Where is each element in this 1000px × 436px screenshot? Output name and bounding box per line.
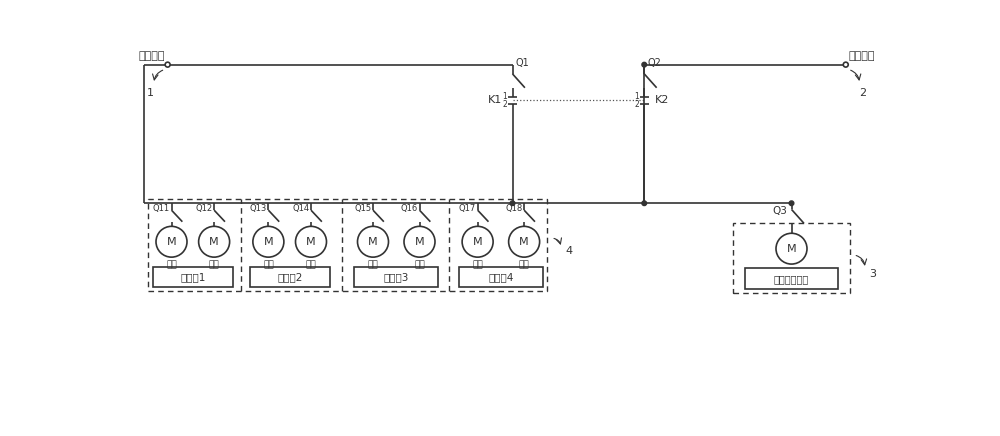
Text: M: M xyxy=(264,237,273,247)
Text: 风扇: 风扇 xyxy=(519,260,530,269)
Circle shape xyxy=(156,226,187,257)
Text: M: M xyxy=(519,237,529,247)
Circle shape xyxy=(165,62,170,67)
Text: Q14: Q14 xyxy=(292,204,309,213)
Text: 1: 1 xyxy=(634,92,639,101)
Circle shape xyxy=(462,226,493,257)
Circle shape xyxy=(510,201,515,205)
Text: M: M xyxy=(306,237,316,247)
Text: Q16: Q16 xyxy=(401,204,418,213)
FancyBboxPatch shape xyxy=(459,267,543,287)
Text: 1: 1 xyxy=(502,92,507,101)
FancyBboxPatch shape xyxy=(250,267,330,287)
Text: K1: K1 xyxy=(487,95,502,106)
Circle shape xyxy=(642,62,647,67)
Text: 交流电源: 交流电源 xyxy=(848,51,875,61)
Text: Q2: Q2 xyxy=(647,58,661,68)
Circle shape xyxy=(642,201,647,205)
Text: 油泵: 油泵 xyxy=(166,260,177,269)
Text: M: M xyxy=(473,237,482,247)
Circle shape xyxy=(358,226,388,257)
Text: 分接开关电机: 分接开关电机 xyxy=(774,274,809,284)
Text: Q17: Q17 xyxy=(459,204,476,213)
Text: M: M xyxy=(209,237,219,247)
Text: M: M xyxy=(787,244,796,254)
Text: 2: 2 xyxy=(502,100,507,109)
Circle shape xyxy=(776,233,807,264)
Text: 风扇: 风扇 xyxy=(414,260,425,269)
Text: 4: 4 xyxy=(565,246,572,256)
FancyBboxPatch shape xyxy=(153,267,233,287)
FancyBboxPatch shape xyxy=(354,267,438,287)
Text: K2: K2 xyxy=(655,95,669,106)
Text: M: M xyxy=(415,237,424,247)
Text: Q18: Q18 xyxy=(505,204,523,213)
Text: 冷却器1: 冷却器1 xyxy=(180,272,206,282)
Text: Q11: Q11 xyxy=(153,204,170,213)
Text: 3: 3 xyxy=(869,269,876,279)
Text: 冷却器2: 冷却器2 xyxy=(277,272,302,282)
Text: Q1: Q1 xyxy=(516,58,529,68)
Circle shape xyxy=(789,201,794,205)
Text: 油泵: 油泵 xyxy=(472,260,483,269)
Text: Q3: Q3 xyxy=(773,205,788,215)
Text: 油泵: 油泵 xyxy=(368,260,378,269)
Text: 油泵: 油泵 xyxy=(263,260,274,269)
Text: 2: 2 xyxy=(859,88,866,98)
Text: 2: 2 xyxy=(634,100,639,109)
Circle shape xyxy=(509,226,540,257)
Circle shape xyxy=(199,226,230,257)
Text: 1: 1 xyxy=(147,88,154,98)
Text: Q13: Q13 xyxy=(250,204,267,213)
Circle shape xyxy=(843,62,848,67)
Text: 冷却器3: 冷却器3 xyxy=(384,272,409,282)
Circle shape xyxy=(296,226,326,257)
Text: M: M xyxy=(167,237,176,247)
Circle shape xyxy=(253,226,284,257)
Text: 交流电源: 交流电源 xyxy=(139,51,165,61)
Text: Q15: Q15 xyxy=(354,204,371,213)
Circle shape xyxy=(404,226,435,257)
Text: 风扇: 风扇 xyxy=(209,260,220,269)
Text: M: M xyxy=(368,237,378,247)
FancyBboxPatch shape xyxy=(745,268,838,290)
Text: 风扇: 风扇 xyxy=(306,260,316,269)
Text: 冷却器4: 冷却器4 xyxy=(488,272,514,282)
Text: Q12: Q12 xyxy=(195,204,213,213)
